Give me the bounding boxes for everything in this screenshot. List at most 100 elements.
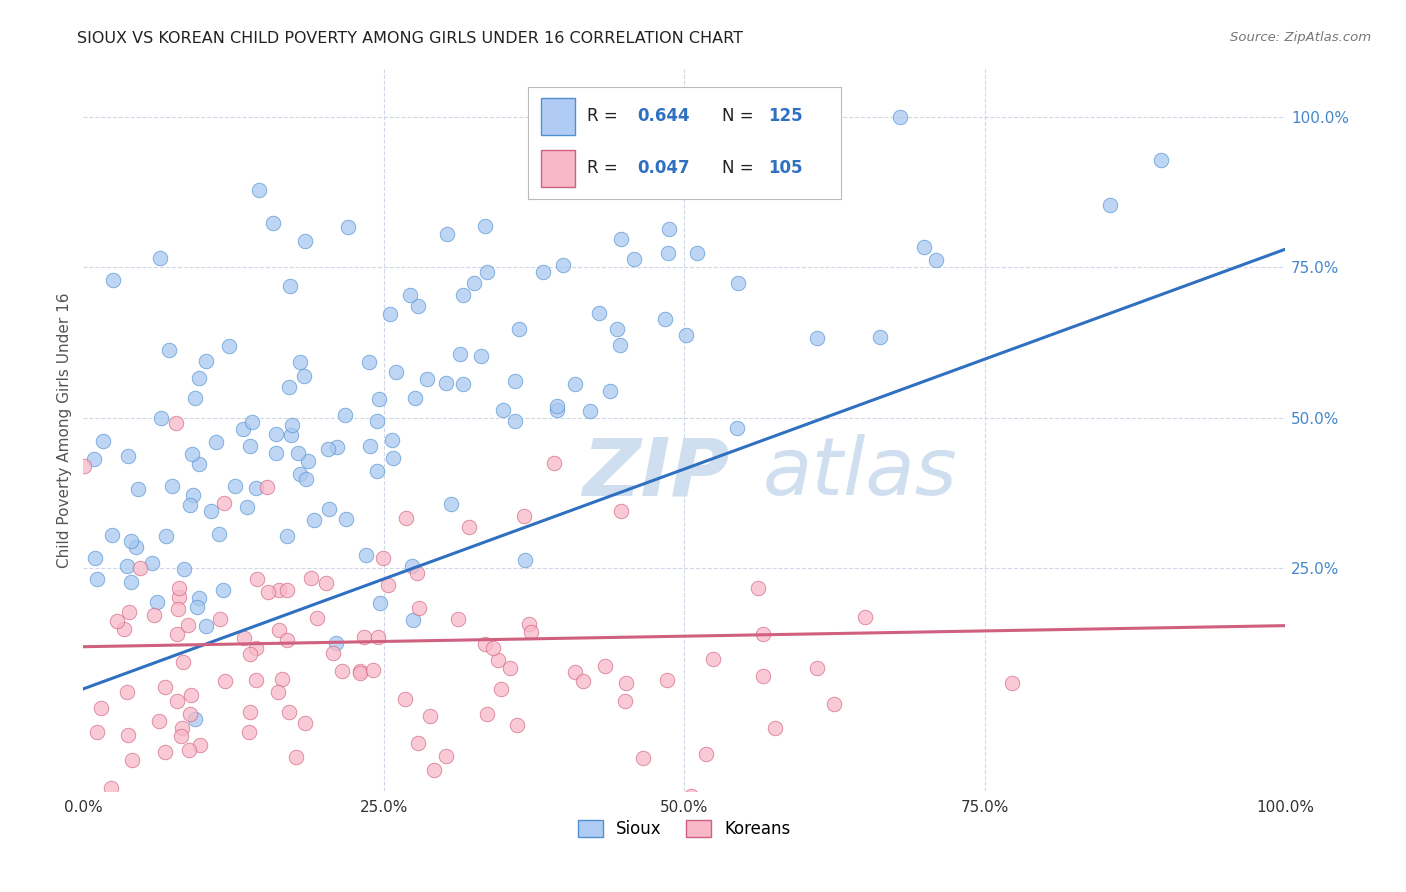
Point <box>245 640 267 655</box>
Point <box>451 288 474 302</box>
Point <box>160 478 183 492</box>
Point <box>294 234 316 248</box>
Point <box>633 751 655 765</box>
Point <box>290 467 312 482</box>
Point <box>218 339 240 353</box>
Point <box>394 511 416 525</box>
Point <box>381 433 404 447</box>
Point <box>349 665 371 680</box>
Point <box>142 608 165 623</box>
Point <box>492 403 515 417</box>
Point <box>453 377 475 392</box>
Point <box>363 663 385 677</box>
Point <box>214 673 236 688</box>
Point <box>245 673 267 687</box>
Point <box>434 749 457 764</box>
Point <box>247 183 270 197</box>
Point <box>572 674 595 689</box>
Point <box>436 227 458 241</box>
Text: SIOUX VS KOREAN CHILD POVERTY AMONG GIRLS UNDER 16 CORRELATION CHART: SIOUX VS KOREAN CHILD POVERTY AMONG GIRL… <box>77 31 744 46</box>
Point <box>606 322 628 336</box>
Point <box>177 617 200 632</box>
Point <box>127 482 149 496</box>
Point <box>806 661 828 675</box>
Point <box>353 630 375 644</box>
Point <box>204 434 226 449</box>
Point <box>368 596 391 610</box>
Point <box>499 661 522 675</box>
Point <box>855 609 877 624</box>
Text: ZIP: ZIP <box>582 434 730 512</box>
Point <box>610 232 633 246</box>
Point <box>1099 197 1122 211</box>
Point <box>167 602 190 616</box>
Point <box>256 585 278 599</box>
Point <box>277 706 299 720</box>
Point <box>366 414 388 428</box>
Point <box>333 409 356 423</box>
Point <box>806 331 828 345</box>
Point <box>763 721 786 735</box>
Point <box>486 653 509 667</box>
Point <box>208 527 231 541</box>
Point <box>146 594 169 608</box>
Point <box>179 499 201 513</box>
Point <box>188 457 211 471</box>
Point <box>212 583 235 598</box>
Point <box>925 253 948 268</box>
Point <box>508 322 530 336</box>
Point <box>575 814 598 829</box>
Point <box>100 780 122 795</box>
Point <box>264 427 287 442</box>
Point <box>292 368 315 383</box>
Point <box>269 623 291 637</box>
Point <box>239 647 262 661</box>
Point <box>256 480 278 494</box>
Point <box>1150 153 1173 168</box>
Point <box>470 349 492 363</box>
Point <box>675 327 697 342</box>
Point <box>186 599 208 614</box>
Point <box>270 672 292 686</box>
Point <box>564 665 586 679</box>
Point <box>280 428 302 442</box>
Point <box>73 459 96 474</box>
Point <box>200 504 222 518</box>
Point <box>349 664 371 678</box>
Point <box>599 384 621 398</box>
Point <box>117 449 139 463</box>
Point <box>305 611 328 625</box>
Point <box>823 697 845 711</box>
Point <box>654 312 676 326</box>
Point <box>551 258 574 272</box>
Point <box>187 591 209 606</box>
Point <box>155 528 177 542</box>
Point <box>281 418 304 433</box>
Point <box>118 606 141 620</box>
Y-axis label: Child Poverty Among Girls Under 16: Child Poverty Among Girls Under 16 <box>58 293 72 567</box>
Point <box>322 646 344 660</box>
Point <box>120 533 142 548</box>
Point <box>149 410 172 425</box>
Point <box>101 528 124 542</box>
Point <box>105 614 128 628</box>
Point <box>86 572 108 586</box>
Point <box>83 452 105 467</box>
Point <box>287 446 309 460</box>
Point <box>434 376 457 391</box>
Point <box>725 421 748 435</box>
Point <box>401 559 423 574</box>
Point <box>457 520 479 534</box>
Point <box>266 685 288 699</box>
Point <box>359 354 381 368</box>
Point <box>267 583 290 598</box>
Text: atlas: atlas <box>762 434 957 512</box>
Point <box>503 414 526 428</box>
Point <box>588 306 610 320</box>
Point <box>336 219 359 234</box>
Point <box>276 529 298 543</box>
Point <box>695 747 717 761</box>
Point <box>579 403 602 417</box>
Point <box>297 454 319 468</box>
Point <box>405 566 427 580</box>
